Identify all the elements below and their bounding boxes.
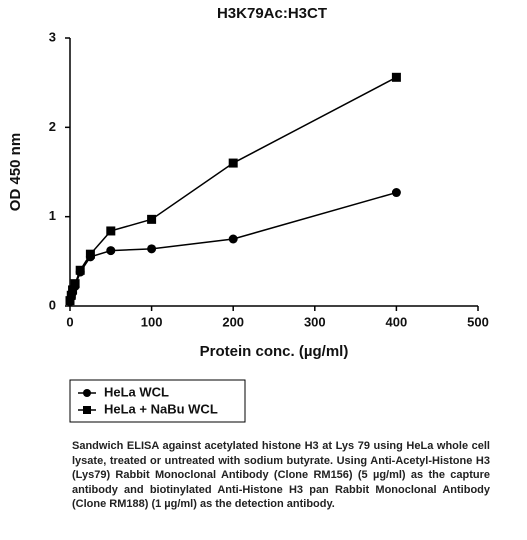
legend-marker <box>83 406 91 414</box>
marker <box>147 214 157 224</box>
x-tick-label: 100 <box>141 314 163 329</box>
marker <box>391 188 401 198</box>
fit-line <box>69 76 397 301</box>
x-axis-label: Protein conc. (µg/ml) <box>200 343 349 360</box>
y-tick-label: 0 <box>49 297 56 312</box>
marker <box>68 285 78 295</box>
marker <box>147 244 157 254</box>
y-tick-label: 3 <box>49 29 56 44</box>
x-tick-label: 300 <box>304 314 326 329</box>
marker <box>228 234 238 244</box>
x-tick-label: 0 <box>66 314 73 329</box>
fit-line <box>69 191 397 302</box>
legend-box <box>69 379 246 423</box>
chart: H3K79Ac:H3CT OD 450 nm Protein conc. (µg… <box>7 5 489 423</box>
caption: Sandwich ELISA against acetylated histon… <box>72 440 490 510</box>
x-tick-label: 500 <box>467 314 489 329</box>
marker <box>106 246 116 256</box>
marker <box>106 226 116 236</box>
y-tick-label: 1 <box>49 208 56 223</box>
x-tick-label: 400 <box>386 314 408 329</box>
chart-title: H3K79Ac:H3CT <box>217 5 327 22</box>
x-tick-label: 200 <box>222 314 244 329</box>
marker <box>66 290 76 300</box>
marker <box>70 279 80 289</box>
y-axis-label: OD 450 nm <box>7 133 24 211</box>
marker <box>391 72 401 82</box>
marker <box>85 249 95 259</box>
legend-label: HeLa + NaBu WCL <box>104 401 218 416</box>
marker <box>228 158 238 168</box>
marker <box>75 265 85 275</box>
legend-label: HeLa WCL <box>104 384 169 399</box>
marker <box>65 296 75 306</box>
y-tick-label: 2 <box>49 119 56 134</box>
legend-marker <box>83 389 91 397</box>
